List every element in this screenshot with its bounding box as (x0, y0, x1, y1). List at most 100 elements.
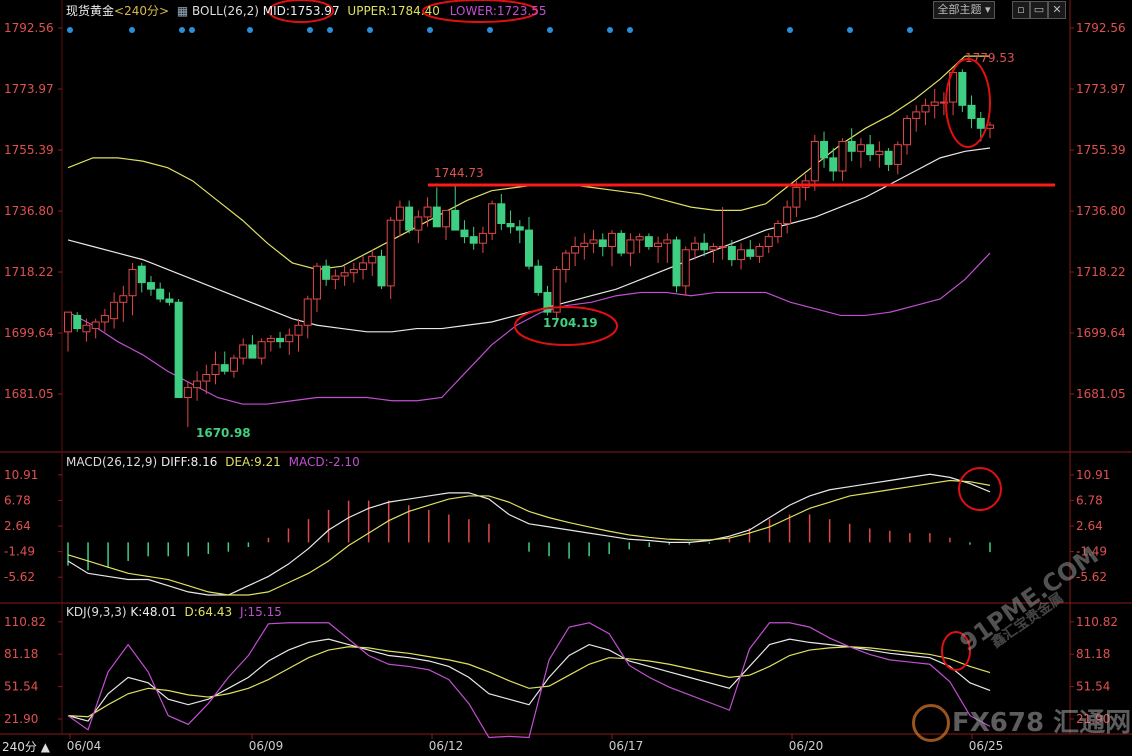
candle-body (607, 232, 616, 247)
minimize-icon[interactable]: ▫ (1012, 1, 1030, 19)
candle-body (183, 387, 192, 398)
candle-body (395, 206, 404, 221)
y-tick-label-right: 81.18 (1076, 647, 1110, 661)
lower-circle (422, 0, 538, 23)
candle-body (644, 236, 653, 247)
event-marker-icon (247, 27, 253, 33)
y-tick-label-left: -1.49 (4, 545, 35, 559)
close-icon[interactable]: ✕ (1048, 1, 1066, 19)
dea-value: DEA:9.21 (225, 455, 281, 469)
event-marker-icon (327, 27, 333, 33)
candle-body (663, 239, 672, 244)
candle-body (266, 337, 275, 343)
theme-button-label: 全部主题 (937, 3, 982, 16)
y-tick-label-right: 1736.80 (1076, 204, 1126, 218)
candle-body (700, 242, 709, 251)
candle-body (571, 245, 580, 254)
candle-body (552, 268, 561, 313)
event-marker-icon (367, 27, 373, 33)
boll-icon[interactable]: ▦ (176, 4, 189, 18)
candle-body (727, 245, 736, 261)
candle-body (976, 117, 985, 129)
candle-body (294, 324, 303, 336)
boll-label: BOLL(26,2) (192, 4, 259, 18)
candle-body (377, 255, 386, 287)
y-tick-label-left: 110.82 (4, 615, 46, 629)
y-tick-label-right: 51.54 (1076, 680, 1110, 694)
candle-body (128, 268, 137, 297)
y-tick-label-left: -5.62 (4, 570, 35, 584)
j-value: J:15.15 (239, 605, 282, 619)
kdj-circle (941, 631, 971, 671)
candle-body (359, 262, 368, 270)
candle-body (285, 334, 294, 343)
mid-circle (268, 0, 334, 23)
high-line-label: 1744.73 (434, 166, 484, 180)
low-2-label: 1704.19 (543, 316, 598, 330)
macd-panel (67, 473, 991, 596)
y-tick-label-left: 1755.39 (4, 143, 54, 157)
event-marker-icon (427, 27, 433, 33)
candle-body (174, 301, 183, 398)
candle-body (561, 252, 570, 270)
event-marker-icon (787, 27, 793, 33)
candle-body (165, 298, 174, 303)
diff-value: DIFF:8.16 (160, 455, 218, 469)
candle-body (156, 288, 165, 300)
candle-body (91, 321, 100, 330)
candle-body (386, 219, 395, 287)
macd-value: MACD:-2.10 (288, 455, 360, 469)
candle-body (755, 245, 764, 257)
candle-body (211, 364, 220, 376)
candlesticks (64, 69, 994, 428)
upper-value: UPPER:1784.40 (347, 4, 440, 18)
candle-body (488, 203, 497, 234)
mid-value: MID:1753.97 (262, 4, 340, 18)
period-selector-label: 240分 (2, 740, 37, 754)
candle-body (838, 140, 847, 172)
event-marker-icon (487, 27, 493, 33)
candle-body (340, 272, 349, 277)
period-label[interactable]: <240分> (114, 4, 170, 18)
theme-button[interactable]: 全部主题 ▾ (933, 1, 995, 19)
candle-body (303, 298, 312, 326)
k-value: K:48.01 (130, 605, 177, 619)
y-tick-label-left: 1773.97 (4, 82, 54, 96)
y-tick-label-right: 10.91 (1076, 468, 1110, 482)
candle-body (322, 265, 331, 280)
restore-icon[interactable]: ▭ (1030, 1, 1048, 19)
candle-body (866, 144, 875, 156)
symbol-name[interactable]: 现货黄金 (66, 4, 115, 18)
candle-body (515, 226, 524, 231)
lower-value: LOWER:1723.55 (449, 4, 547, 18)
candle-body (893, 144, 902, 165)
fx678-logo-icon (912, 704, 950, 742)
candle-body (580, 242, 589, 247)
candle-body (921, 104, 930, 113)
candle-body (939, 101, 948, 104)
watermark-fx678: FX678 汇通网 (952, 702, 1131, 739)
event-marker-icon (627, 27, 633, 33)
candle-body (368, 255, 377, 264)
candle-body (654, 242, 663, 247)
period-selector[interactable]: 240分 ▲ (2, 740, 50, 754)
y-tick-label-left: 6.78 (4, 493, 31, 507)
y-tick-label-right: 110.82 (1076, 615, 1118, 629)
candle-body (847, 140, 856, 152)
candle-body (146, 282, 155, 290)
candle-body (792, 186, 801, 208)
candle-body (100, 314, 109, 323)
macd-label: MACD(26,12,9) (66, 455, 158, 469)
candle-body (312, 265, 321, 300)
y-tick-label-left: 1718.22 (4, 265, 54, 279)
kdj-d-line (67, 646, 991, 718)
candle-body (884, 150, 893, 165)
candle-body (875, 150, 884, 156)
y-tick-label-left: 1736.80 (4, 204, 54, 218)
candle-body (423, 206, 432, 218)
candle-body (773, 223, 782, 238)
candle-body (220, 364, 229, 372)
y-tick-label-left: 10.91 (4, 468, 38, 482)
event-marker-icon (547, 27, 553, 33)
